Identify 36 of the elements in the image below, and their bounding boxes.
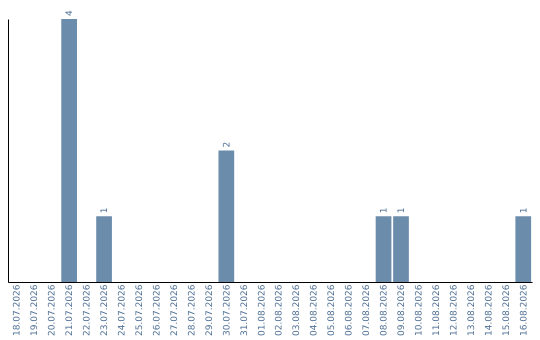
x-tick-label: 18.07.2026: [12, 284, 23, 336]
x-tick-label: 09.08.2026: [397, 284, 407, 336]
data-label: 1: [100, 208, 110, 214]
x-tick-label: 23.07.2026: [100, 284, 110, 336]
x-tick-label: 31.07.2026: [240, 284, 250, 336]
data-label: 1: [397, 208, 407, 214]
x-tick-label: 01.08.2026: [257, 284, 268, 336]
x-tick-label: 06.08.2026: [344, 284, 355, 336]
x-tick-label: 19.07.2026: [30, 284, 40, 336]
x-tick-label: 29.07.2026: [204, 284, 215, 336]
x-tick-label: 12.08.2026: [449, 284, 460, 336]
x-tick-label: 20.07.2026: [48, 284, 58, 336]
data-label: 2: [222, 142, 232, 148]
x-tick-label: 11.08.2026: [432, 284, 442, 336]
x-tick-label: 22.07.2026: [82, 284, 93, 336]
x-tick-label: 15.08.2026: [502, 284, 512, 336]
x-tick-label: 30.07.2026: [222, 284, 232, 336]
x-tick-label: 07.08.2026: [362, 284, 372, 336]
x-tick-label: 08.08.2026: [380, 284, 390, 336]
x-tick-label: 27.07.2026: [170, 284, 180, 336]
data-label: 1: [519, 208, 530, 214]
x-tick-label: 13.08.2026: [466, 284, 477, 336]
x-tick-label: 21.07.2026: [65, 284, 76, 336]
x-tick-label: 03.08.2026: [292, 284, 302, 336]
x-tick-label: 10.08.2026: [414, 284, 424, 336]
x-tick-label: 05.08.2026: [327, 284, 338, 336]
x-tick-label: 02.08.2026: [274, 284, 285, 336]
x-tick-label: 28.07.2026: [187, 284, 198, 336]
x-tick-label: 26.07.2026: [152, 284, 162, 336]
x-tick-label: 25.07.2026: [135, 284, 145, 336]
x-tick-label: 24.07.2026: [118, 284, 128, 336]
x-tick-label: 16.08.2026: [519, 284, 530, 336]
x-tick-label: 04.08.2026: [310, 284, 320, 336]
data-label: 4: [65, 10, 76, 16]
data-label: 1: [380, 208, 390, 214]
x-tick-label: 14.08.2026: [484, 284, 494, 336]
